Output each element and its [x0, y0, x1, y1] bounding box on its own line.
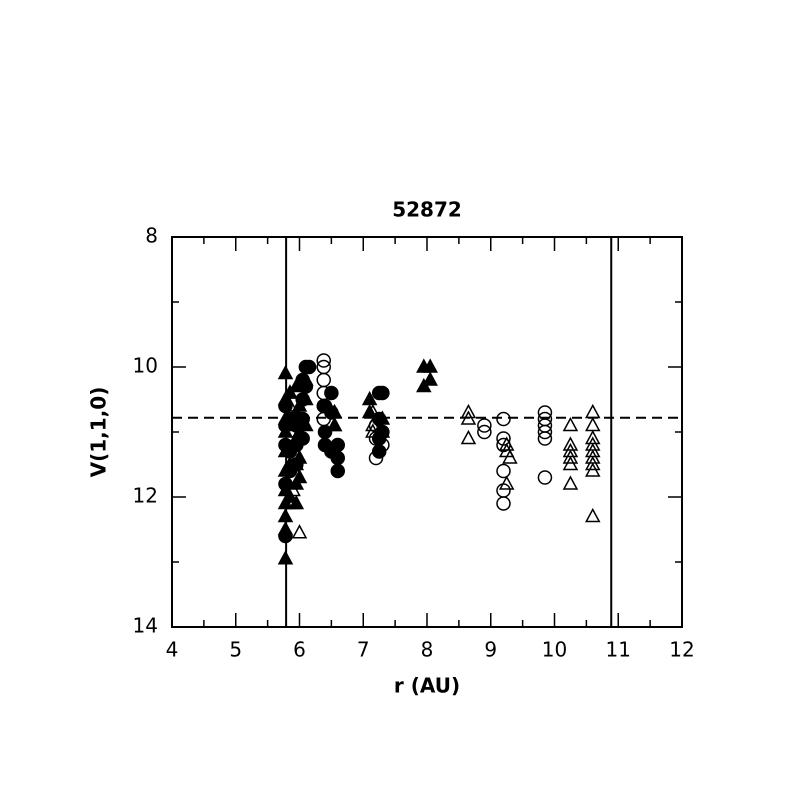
- point: [330, 437, 345, 453]
- point: [422, 371, 438, 386]
- point: [277, 364, 294, 380]
- point: [316, 353, 331, 368]
- point: [330, 463, 345, 479]
- point: [282, 397, 298, 412]
- point: [460, 403, 477, 419]
- point: [537, 431, 553, 446]
- point: [460, 410, 477, 425]
- point: [295, 431, 310, 446]
- point: [289, 457, 304, 472]
- point: [278, 528, 293, 544]
- x-tick-label: 11: [606, 638, 631, 662]
- point: [584, 507, 601, 523]
- point: [278, 476, 293, 492]
- point: [498, 436, 515, 451]
- y-tick-label: 8: [145, 224, 158, 248]
- point: [498, 475, 515, 490]
- point: [365, 416, 381, 432]
- x-tick-label: 12: [669, 638, 694, 662]
- point: [295, 411, 310, 427]
- x-axis-label: r (AU): [394, 674, 460, 698]
- x-tick-label: 4: [166, 638, 179, 662]
- point: [375, 385, 390, 401]
- point: [291, 468, 308, 484]
- point: [298, 379, 314, 394]
- point: [562, 475, 579, 490]
- point: [477, 418, 492, 433]
- point: [316, 411, 331, 427]
- point: [324, 385, 339, 401]
- point: [584, 462, 601, 477]
- y-tick-label: 14: [133, 614, 158, 638]
- x-tick-label: 10: [542, 638, 567, 662]
- point: [496, 496, 511, 511]
- chart-title: 52872: [392, 198, 462, 222]
- point: [496, 411, 511, 427]
- point: [537, 424, 553, 440]
- point: [562, 449, 579, 464]
- point: [502, 449, 518, 464]
- point: [291, 524, 308, 539]
- point: [375, 437, 390, 453]
- point: [460, 429, 477, 445]
- point: [496, 463, 511, 479]
- y-tick-label: 12: [133, 484, 158, 508]
- point: [562, 416, 579, 432]
- x-tick-label: 9: [484, 638, 497, 662]
- point: [285, 494, 301, 510]
- x-tick-label: 8: [421, 638, 434, 662]
- y-axis-label: V(1,1,0): [87, 387, 111, 478]
- point: [295, 392, 310, 407]
- point: [368, 450, 384, 466]
- x-tick-label: 5: [229, 638, 242, 662]
- point: [477, 424, 492, 440]
- point: [301, 359, 317, 375]
- y-tick-label: 10: [133, 354, 158, 378]
- point: [330, 450, 345, 466]
- point: [562, 455, 579, 471]
- x-tick-label: 6: [293, 638, 306, 662]
- point: [584, 455, 601, 471]
- point: [326, 416, 343, 432]
- point: [537, 470, 553, 485]
- x-tick-label: 7: [357, 638, 370, 662]
- point: [277, 550, 294, 565]
